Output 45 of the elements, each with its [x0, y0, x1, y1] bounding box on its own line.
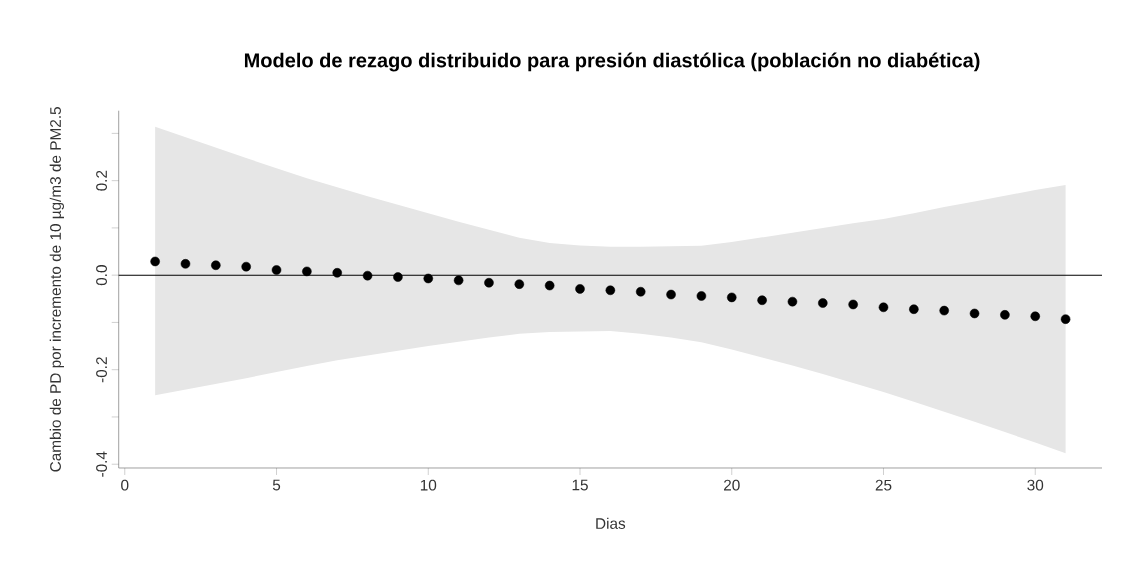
point [848, 299, 858, 310]
x-axis-title: Dias [596, 517, 626, 529]
point [969, 308, 980, 319]
x-tick-label: 5 [272, 479, 281, 491]
point [211, 260, 221, 271]
point [726, 292, 737, 303]
point [1030, 311, 1041, 322]
point [575, 284, 585, 294]
x-tick-label: 0 [121, 479, 129, 491]
x-tick-label: 30 [1027, 479, 1044, 491]
point [544, 280, 555, 291]
y-tick-label: 0.0 [96, 265, 107, 286]
point [362, 270, 373, 281]
point [423, 273, 434, 284]
x-tick-label: 25 [875, 479, 892, 491]
chart-title: Modelo de rezago distribuido para presión diastólica (población no diabética) [244, 52, 980, 72]
point [1000, 310, 1010, 320]
point [393, 272, 403, 282]
point [757, 295, 767, 305]
point [939, 305, 949, 316]
point [484, 277, 494, 288]
y-tick-label: -0.4 [96, 451, 107, 477]
point [787, 296, 798, 307]
point [271, 265, 282, 275]
point [514, 279, 525, 289]
point [302, 266, 312, 277]
x-tick-label: 15 [572, 479, 588, 491]
y-tick-label: 0.2 [96, 170, 107, 191]
point [909, 304, 919, 314]
point [180, 259, 191, 269]
point [1060, 314, 1071, 324]
point [241, 261, 251, 272]
point [635, 286, 646, 297]
x-tick-label: 20 [724, 479, 740, 491]
x-tick-label: 10 [420, 479, 437, 491]
point [696, 291, 707, 301]
y-axis-title: Cambio de PD por incremento de 10 µg/m3 de PM2.5 [49, 107, 64, 472]
point [453, 275, 464, 286]
point [666, 289, 676, 300]
point [332, 268, 342, 278]
point [878, 302, 889, 313]
point [605, 285, 616, 296]
y-tick-label: -0.2 [96, 357, 107, 383]
point [818, 298, 828, 308]
point [150, 256, 160, 267]
